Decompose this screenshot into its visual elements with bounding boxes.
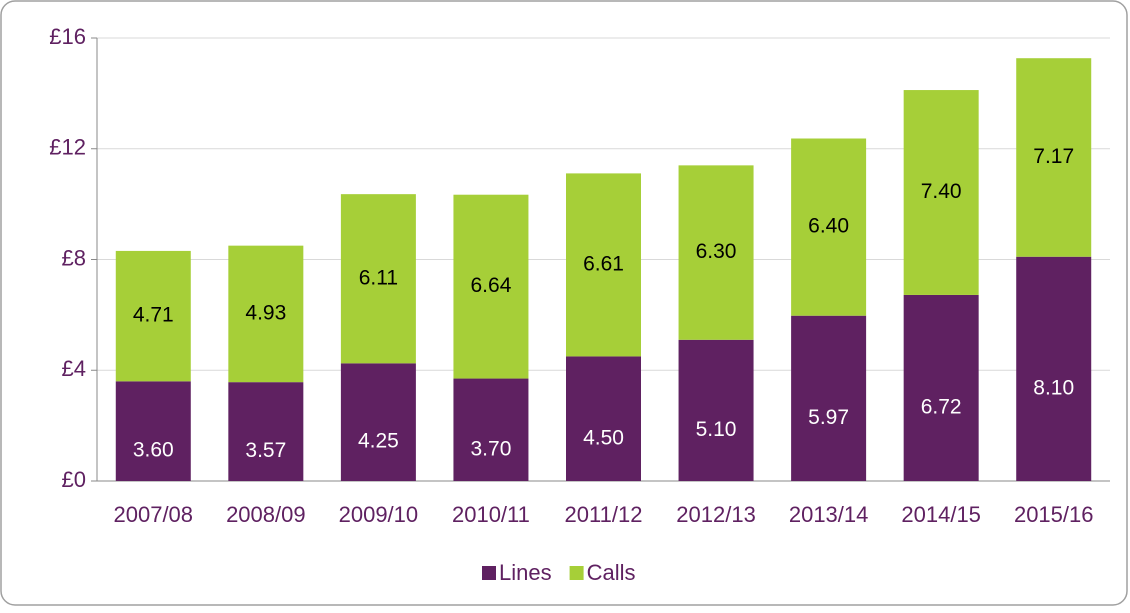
y-tick-label: £0 bbox=[62, 467, 86, 492]
data-label: 4.50 bbox=[583, 426, 624, 449]
data-label: 4.25 bbox=[358, 430, 399, 453]
bar-segment bbox=[791, 315, 867, 481]
legend-label: Lines bbox=[499, 560, 552, 585]
bar-segment bbox=[566, 173, 641, 357]
bar-segment bbox=[678, 339, 754, 481]
data-label: 6.30 bbox=[696, 240, 737, 263]
data-label: 4.93 bbox=[245, 301, 286, 324]
bar-segment bbox=[340, 363, 416, 481]
x-tick-label: 2010/11 bbox=[452, 502, 530, 527]
bar-segment bbox=[791, 138, 867, 316]
x-tick-label: 2013/14 bbox=[789, 502, 869, 527]
x-tick-label: 2012/13 bbox=[676, 502, 756, 527]
data-label: 7.17 bbox=[1033, 145, 1074, 168]
data-label: 5.10 bbox=[696, 418, 737, 441]
x-tick-label: 2011/12 bbox=[565, 502, 643, 527]
bar-segment bbox=[115, 381, 191, 481]
bar-segment bbox=[340, 194, 416, 364]
bar-segment bbox=[1016, 256, 1092, 481]
bar-segment bbox=[115, 250, 191, 382]
y-tick-label: £8 bbox=[62, 245, 86, 270]
bar-segment bbox=[678, 165, 754, 340]
x-tick-label: 2009/10 bbox=[339, 502, 419, 527]
data-label: 8.10 bbox=[1033, 376, 1074, 399]
y-tick-label: £4 bbox=[62, 356, 86, 381]
x-tick-label: 2015/16 bbox=[1014, 502, 1094, 527]
x-tick-label: 2007/08 bbox=[114, 502, 194, 527]
data-label: 6.61 bbox=[583, 252, 624, 275]
data-label: 3.60 bbox=[133, 439, 174, 462]
bar-segment bbox=[1016, 58, 1092, 257]
data-label: 7.40 bbox=[921, 180, 962, 203]
bar-segment bbox=[566, 356, 641, 481]
bar-segment bbox=[453, 378, 529, 481]
x-tick-label: 2014/15 bbox=[901, 502, 981, 527]
y-tick-label: £12 bbox=[49, 135, 86, 160]
legend-label: Calls bbox=[587, 560, 636, 585]
legend-swatch bbox=[482, 566, 496, 580]
data-label: 6.40 bbox=[808, 215, 849, 238]
data-label: 5.97 bbox=[808, 406, 849, 429]
x-tick-label: 2008/09 bbox=[226, 502, 306, 527]
y-tick-label: £16 bbox=[49, 24, 86, 49]
data-label: 6.11 bbox=[359, 266, 398, 289]
legend-swatch bbox=[569, 566, 584, 580]
data-label: 6.64 bbox=[471, 274, 512, 297]
bar-segment bbox=[228, 382, 304, 481]
data-label: 4.71 bbox=[133, 304, 174, 327]
bar-segment bbox=[903, 294, 979, 481]
bar-segment bbox=[903, 90, 979, 295]
data-label: 3.70 bbox=[471, 437, 512, 460]
data-label: 3.57 bbox=[245, 439, 286, 462]
bar-segment bbox=[228, 245, 304, 383]
data-label: 6.72 bbox=[921, 396, 962, 419]
bar-segment bbox=[453, 194, 529, 379]
